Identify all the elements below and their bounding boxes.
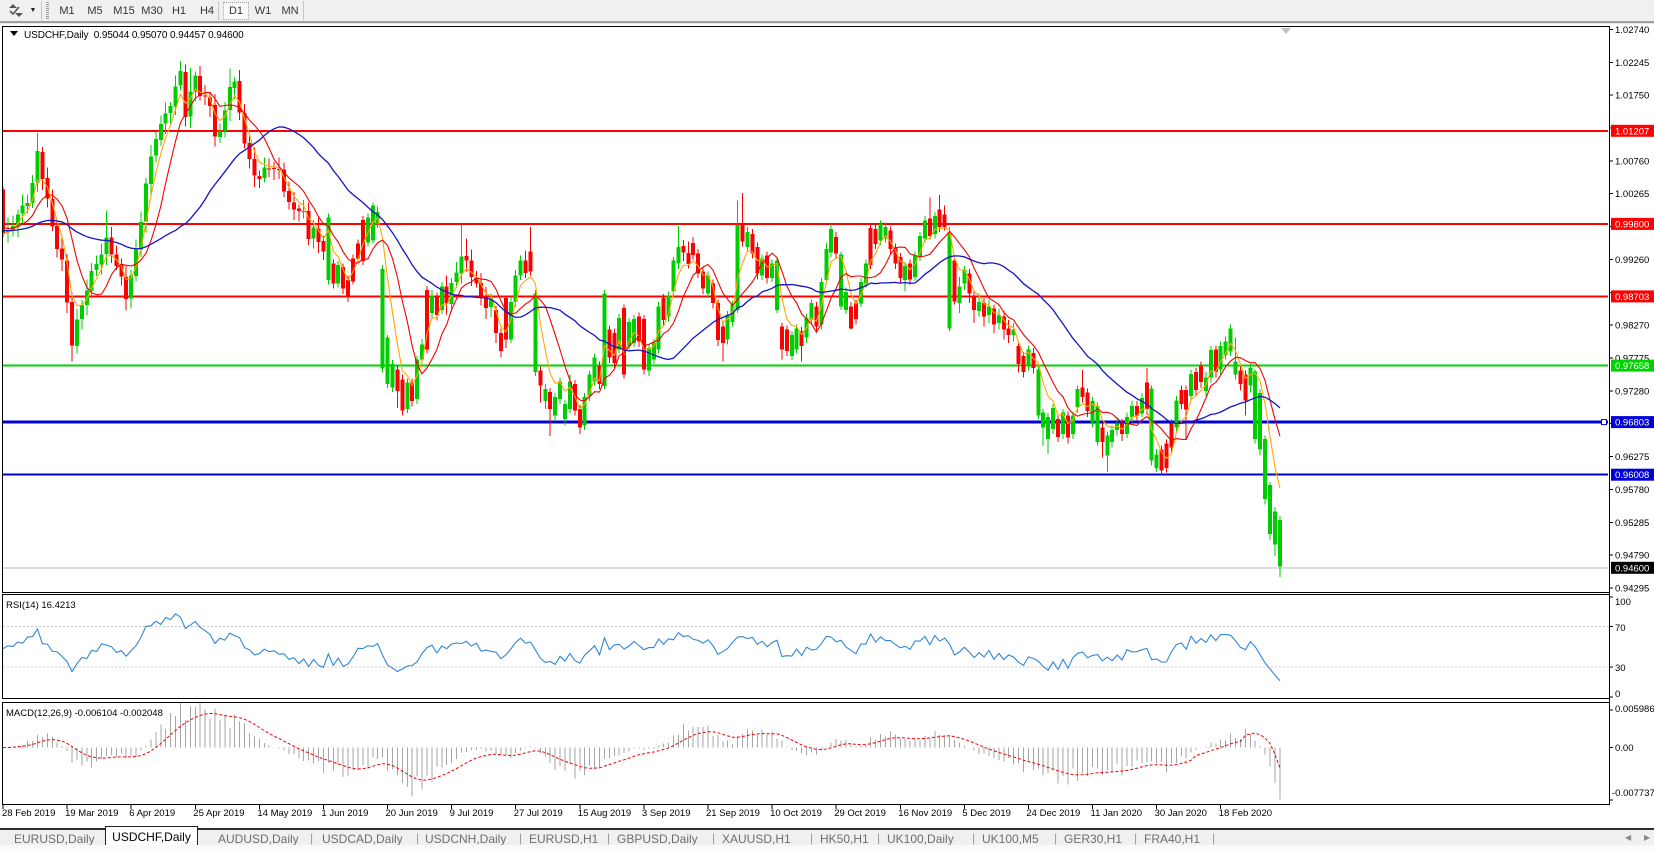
- svg-text:0.97658: 0.97658: [1615, 361, 1649, 372]
- svg-text:0.98270: 0.98270: [1615, 321, 1649, 332]
- svg-text:19 Mar 2019: 19 Mar 2019: [65, 808, 118, 819]
- svg-text:1.01750: 1.01750: [1615, 91, 1649, 102]
- svg-text:0.99260: 0.99260: [1615, 255, 1649, 266]
- svg-text:0.005986: 0.005986: [1615, 704, 1654, 715]
- svg-text:16 Nov 2019: 16 Nov 2019: [898, 808, 952, 819]
- svg-text:15 Aug 2019: 15 Aug 2019: [578, 808, 631, 819]
- svg-text:9 Jul 2019: 9 Jul 2019: [450, 808, 494, 819]
- svg-text:10 Oct 2019: 10 Oct 2019: [770, 808, 822, 819]
- svg-text:0.95285: 0.95285: [1615, 518, 1649, 529]
- svg-text:0.94295: 0.94295: [1615, 584, 1649, 595]
- svg-text:0.95780: 0.95780: [1615, 485, 1649, 496]
- svg-text:18 Feb 2020: 18 Feb 2020: [1219, 808, 1272, 819]
- svg-text:0.97775: 0.97775: [1615, 354, 1649, 365]
- svg-text:1.02245: 1.02245: [1615, 58, 1649, 69]
- svg-text:0.94600: 0.94600: [1615, 563, 1649, 574]
- svg-text:USDCHF,Daily 0.95044 0.95070: USDCHF,Daily 0.95044 0.95070 0.94457 0.9…: [24, 30, 244, 41]
- svg-text:6 Apr 2019: 6 Apr 2019: [129, 808, 175, 819]
- svg-text:29 Oct 2019: 29 Oct 2019: [834, 808, 886, 819]
- svg-text:1.00265: 1.00265: [1615, 189, 1649, 200]
- svg-text:1.01207: 1.01207: [1615, 126, 1649, 137]
- svg-text:0.97280: 0.97280: [1615, 386, 1649, 397]
- svg-text:0.96803: 0.96803: [1615, 418, 1649, 429]
- svg-text:0.00: 0.00: [1615, 743, 1634, 754]
- svg-text:21 Sep 2019: 21 Sep 2019: [706, 808, 760, 819]
- svg-text:11 Jan 2020: 11 Jan 2020: [1091, 808, 1143, 819]
- svg-text:27 Jul 2019: 27 Jul 2019: [514, 808, 563, 819]
- svg-text:0.94790: 0.94790: [1615, 551, 1649, 562]
- svg-text:0.98703: 0.98703: [1615, 292, 1649, 303]
- svg-text:1.00760: 1.00760: [1615, 156, 1649, 167]
- svg-text:28 Feb 2019: 28 Feb 2019: [2, 808, 55, 819]
- svg-text:MACD(12,26,9) -0.006104 -0.002: MACD(12,26,9) -0.006104 -0.002048: [6, 708, 163, 719]
- svg-text:0: 0: [1615, 689, 1620, 700]
- svg-text:0.96008: 0.96008: [1615, 470, 1649, 481]
- svg-text:30 Jan 2020: 30 Jan 2020: [1155, 808, 1207, 819]
- svg-text:20 Jun 2019: 20 Jun 2019: [386, 808, 438, 819]
- svg-text:5 Dec 2019: 5 Dec 2019: [962, 808, 1011, 819]
- svg-text:0.99800: 0.99800: [1615, 219, 1649, 230]
- svg-text:14 May 2019: 14 May 2019: [257, 808, 312, 819]
- svg-text:25 Apr 2019: 25 Apr 2019: [193, 808, 244, 819]
- svg-text:30: 30: [1615, 663, 1626, 674]
- svg-text:RSI(14) 16.4213: RSI(14) 16.4213: [6, 600, 76, 611]
- svg-text:1 Jun 2019: 1 Jun 2019: [321, 808, 368, 819]
- svg-text:3 Sep 2019: 3 Sep 2019: [642, 808, 691, 819]
- svg-text:24 Dec 2019: 24 Dec 2019: [1026, 808, 1080, 819]
- svg-text:100: 100: [1615, 597, 1631, 608]
- svg-text:1.02740: 1.02740: [1615, 25, 1649, 36]
- svg-text:70: 70: [1615, 623, 1626, 634]
- svg-text:0.96275: 0.96275: [1615, 452, 1649, 463]
- svg-text:-0.007737: -0.007737: [1612, 788, 1654, 799]
